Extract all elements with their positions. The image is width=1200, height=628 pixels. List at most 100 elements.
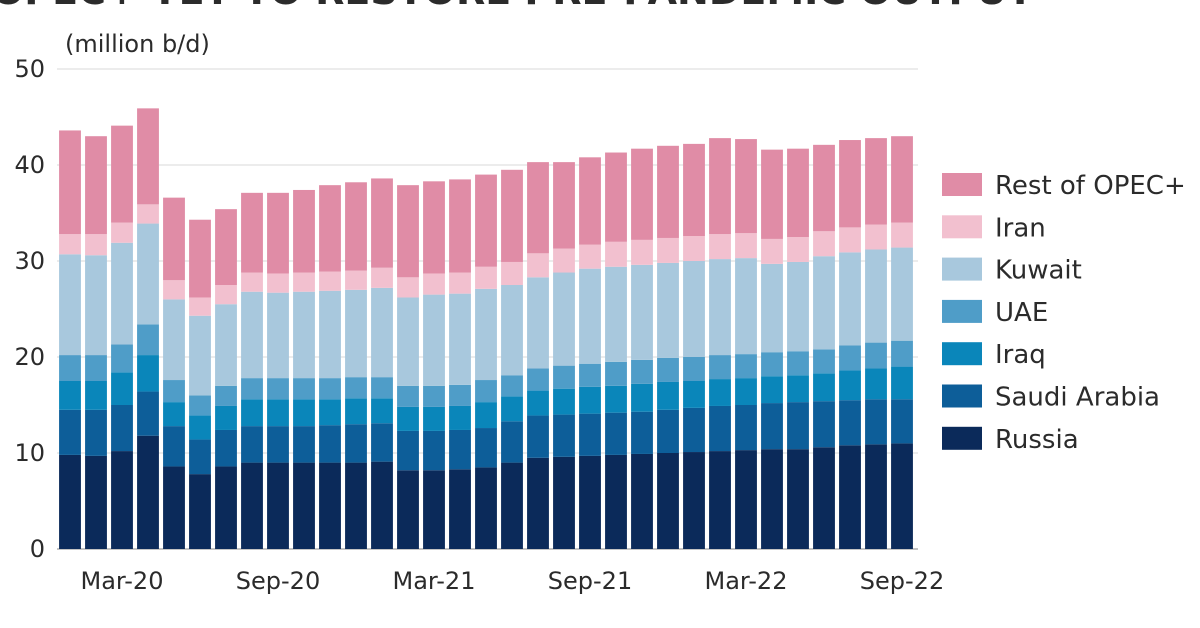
bar-segment [397, 185, 419, 278]
bar-segment [59, 130, 81, 235]
bar-segment [397, 277, 419, 298]
bar-segment [891, 136, 913, 223]
bar-segment [787, 449, 809, 549]
bar-segment [371, 267, 393, 288]
bar-segment [657, 381, 679, 410]
bar-segment [423, 385, 445, 407]
bar-segment [553, 456, 575, 549]
bar-segment [631, 411, 653, 454]
bar-segment [709, 405, 731, 452]
chart-title: OPEC+ YET TO RESTORE PRE-PANDEMIC OUTPUT [0, 0, 1033, 13]
legend-swatch [942, 215, 982, 239]
y-tick-label: 20 [14, 343, 45, 371]
bar-segment [657, 409, 679, 453]
bar-segment [761, 238, 783, 264]
bar-segment [683, 261, 705, 357]
bar-segment [683, 452, 705, 549]
bar-segment [371, 423, 393, 462]
bar-segment [813, 349, 835, 374]
bar-segment [189, 297, 211, 316]
bar-segment [267, 192, 289, 274]
x-tick-label: Sep-21 [548, 567, 632, 595]
bar-segment [423, 294, 445, 386]
bar-segment [449, 469, 471, 549]
bar-segment [475, 266, 497, 289]
bar-segment [813, 373, 835, 402]
bar-segment [241, 272, 263, 292]
bar-segment [241, 378, 263, 400]
bar-segment [241, 426, 263, 463]
bar-segment [631, 359, 653, 384]
bar-segment [839, 370, 861, 401]
bar-segment [787, 237, 809, 262]
bar-segment [215, 285, 237, 305]
bar-segment [449, 405, 471, 430]
bar-segment [657, 357, 679, 382]
bar-segment [449, 272, 471, 294]
bar-segment [345, 398, 367, 425]
bar-segment [345, 270, 367, 290]
bar-segment [475, 380, 497, 403]
bar-segment [501, 462, 523, 549]
bar-segment [267, 426, 289, 463]
bar-segment [111, 372, 133, 405]
bar-segment [735, 233, 757, 259]
bar-segment [631, 383, 653, 412]
legend-label: UAE [995, 298, 1048, 328]
y-tick-label: 40 [14, 151, 45, 179]
bar-segment [449, 293, 471, 385]
bar-segment [293, 272, 315, 292]
bar-segment [111, 405, 133, 452]
bar-segment [137, 108, 159, 205]
bar-segment [839, 400, 861, 446]
bar-segment [813, 401, 835, 448]
bar-segment [501, 285, 523, 376]
bar-segment [189, 219, 211, 298]
bar-segment [345, 289, 367, 378]
bar-segment [735, 354, 757, 379]
bar-segment [215, 385, 237, 406]
bar-segment [267, 378, 289, 400]
bar-segment [891, 443, 913, 549]
bar-segment [137, 355, 159, 392]
bar-segment [839, 445, 861, 549]
bar-segment [319, 425, 341, 463]
bar-segment [293, 378, 315, 400]
bar-segment [189, 439, 211, 475]
bar-segment [735, 450, 757, 549]
bar-segment [787, 148, 809, 237]
bar-segment [579, 363, 601, 387]
bar-segment [865, 249, 887, 343]
bar-segment [449, 384, 471, 406]
bar-segment [657, 453, 679, 549]
bar-segment [319, 399, 341, 426]
bar-segment [345, 424, 367, 463]
bar-segment [865, 342, 887, 369]
bar-segment [423, 406, 445, 431]
bar-segment [891, 247, 913, 341]
bar-segment [189, 315, 211, 396]
bar-segment [761, 352, 783, 377]
bar-segment [735, 405, 757, 451]
bar-segment [813, 144, 835, 232]
bar-segment [423, 430, 445, 471]
legend-label: Russia [995, 425, 1079, 455]
bar-segment [891, 399, 913, 444]
bar-segment [397, 297, 419, 386]
bar-segment [683, 236, 705, 261]
bar-segment [449, 179, 471, 273]
bar-segment [475, 174, 497, 267]
bar-segment [527, 253, 549, 278]
bar-segment [501, 375, 523, 397]
bar-segment [631, 453, 653, 549]
bar-segment [85, 255, 107, 356]
bar-segment [527, 162, 549, 254]
bar-segment [683, 357, 705, 381]
legend-swatch [942, 384, 982, 408]
bar-segment [605, 152, 627, 242]
bar-segment [241, 462, 263, 549]
bar-segment [657, 262, 679, 358]
bar-segment [293, 426, 315, 463]
bar-segment [605, 266, 627, 362]
